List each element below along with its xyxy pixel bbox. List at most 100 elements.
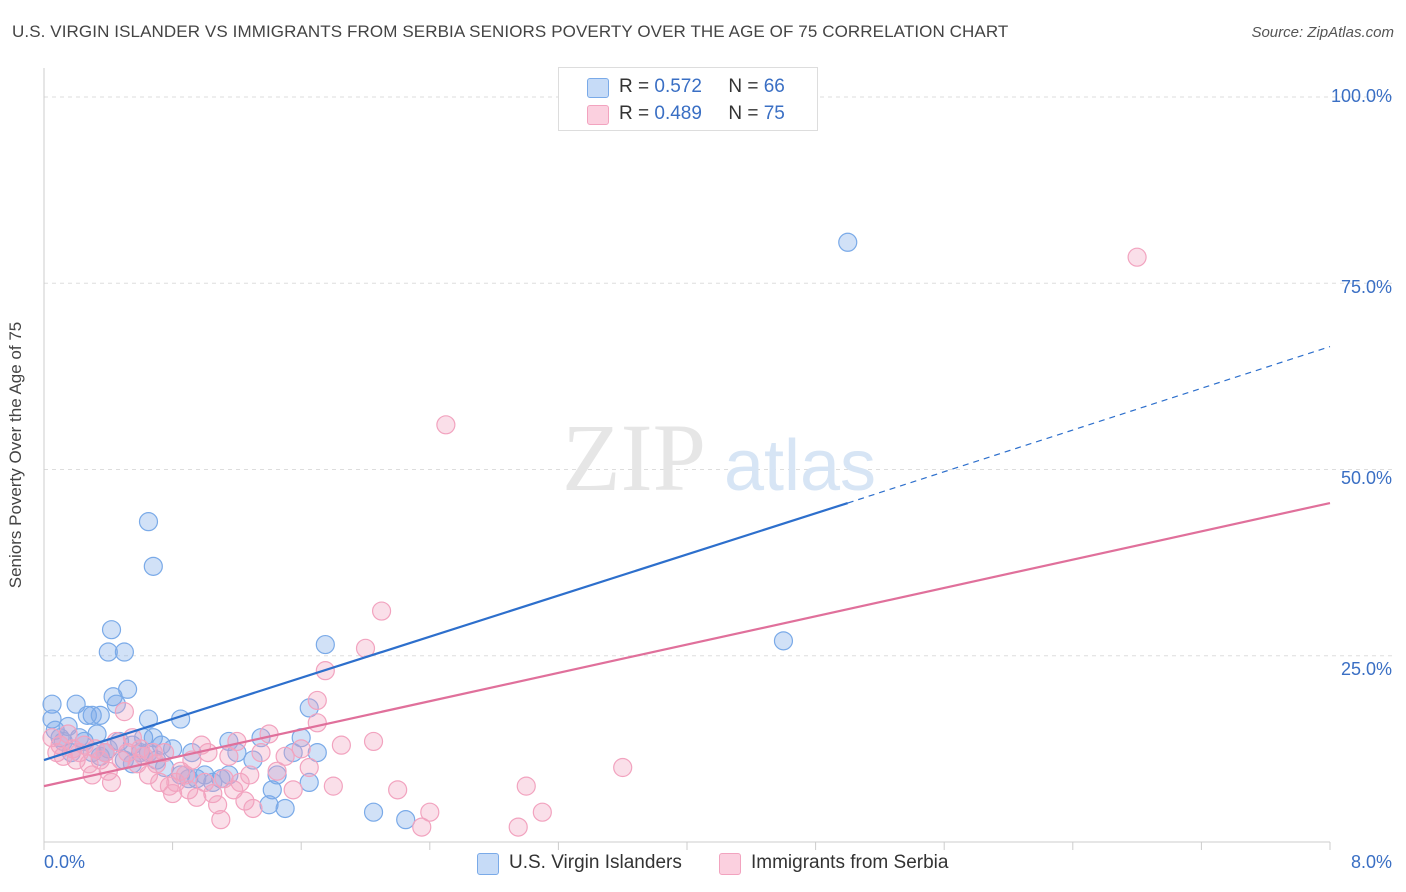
point-serbia <box>251 742 271 763</box>
point-serbia <box>283 780 303 800</box>
x-tick-min: 0.0% <box>44 852 86 872</box>
point-virgin-islanders <box>82 705 102 725</box>
point-serbia <box>436 415 456 435</box>
point-serbia <box>291 739 311 759</box>
n-value: 66 <box>763 76 785 97</box>
point-virgin-islanders <box>262 780 282 800</box>
data-points <box>42 232 1147 837</box>
point-serbia <box>203 783 223 804</box>
point-serbia <box>235 791 255 811</box>
point-virgin-islanders <box>259 795 279 815</box>
point-virgin-islanders <box>195 765 215 785</box>
point-serbia <box>211 810 231 830</box>
n-value: 75 <box>763 103 785 124</box>
point-virgin-islanders <box>98 642 118 662</box>
x-tick-max: 8.0% <box>1350 852 1392 872</box>
point-serbia <box>516 776 536 796</box>
legend-swatch-blue <box>477 853 499 875</box>
point-serbia <box>331 735 351 755</box>
point-virgin-islanders <box>143 556 163 576</box>
point-serbia <box>198 742 218 763</box>
point-serbia <box>299 757 319 778</box>
y-tick-50: 50.0% <box>1340 468 1392 488</box>
point-virgin-islanders <box>117 679 138 699</box>
point-serbia <box>307 713 327 733</box>
point-virgin-islanders <box>315 634 335 655</box>
y-tick-75: 75.0% <box>1340 277 1392 297</box>
legend-label: U.S. Virgin Islanders <box>509 852 682 873</box>
point-virgin-islanders <box>363 802 384 822</box>
point-serbia <box>163 783 183 804</box>
watermark-zip: ZIP <box>562 404 706 511</box>
point-serbia <box>412 817 432 837</box>
legend-swatch-pink <box>719 853 741 875</box>
point-serbia <box>150 772 170 793</box>
point-virgin-islanders <box>106 694 126 714</box>
point-virgin-islanders <box>90 705 110 725</box>
point-virgin-islanders <box>114 642 134 662</box>
point-serbia <box>195 772 215 793</box>
series-legend: U.S. Virgin Islanders Immigrants from Se… <box>0 852 1406 876</box>
point-serbia <box>58 724 78 744</box>
axes <box>43 68 1331 850</box>
trend-line-extension <box>847 346 1331 504</box>
point-serbia <box>138 765 159 785</box>
point-serbia <box>230 772 250 793</box>
trend-line-serbia <box>43 501 1331 788</box>
point-virgin-islanders <box>299 772 319 793</box>
correlation-legend: R = 0.572 N = 66 R = 0.489 N = 75 <box>558 67 818 131</box>
point-serbia <box>179 780 199 800</box>
point-virgin-islanders <box>275 798 295 819</box>
point-serbia <box>259 724 279 744</box>
trend-lines <box>43 346 1331 788</box>
point-serbia <box>388 780 408 800</box>
point-serbia <box>508 817 528 837</box>
source-label: Source: ZipAtlas.com <box>1251 24 1394 41</box>
r-label: R = <box>619 103 650 124</box>
point-serbia <box>371 601 392 621</box>
point-serbia <box>114 702 134 722</box>
point-virgin-islanders <box>179 769 199 789</box>
point-serbia <box>243 798 263 819</box>
point-virgin-islanders <box>42 709 62 729</box>
point-serbia <box>219 746 239 766</box>
point-virgin-islanders <box>299 698 319 718</box>
point-serbia <box>1127 247 1147 267</box>
point-virgin-islanders <box>307 742 327 763</box>
watermark-atlas: atlas <box>724 426 876 506</box>
point-serbia <box>240 765 260 785</box>
point-virgin-islanders <box>838 232 858 252</box>
point-virgin-islanders <box>138 512 159 532</box>
legend-swatch-blue <box>587 78 609 98</box>
point-serbia <box>267 761 287 781</box>
point-virgin-islanders <box>243 750 263 770</box>
legend-label: Immigrants from Serbia <box>751 852 949 873</box>
point-serbia <box>275 746 295 766</box>
point-serbia <box>187 787 207 807</box>
point-serbia <box>307 690 327 711</box>
watermark: ZIP atlas <box>562 404 876 511</box>
point-virgin-islanders <box>143 728 163 748</box>
point-serbia <box>363 731 384 752</box>
point-virgin-islanders <box>42 694 62 714</box>
r-label: R = <box>619 76 650 97</box>
y-tick-25: 25.0% <box>1340 659 1392 679</box>
grid-lines <box>44 96 1395 657</box>
point-virgin-islanders <box>773 631 794 651</box>
legend-swatch-pink <box>587 105 609 125</box>
point-serbia <box>101 772 122 793</box>
point-serbia <box>613 757 633 778</box>
point-serbia <box>208 795 228 815</box>
point-virgin-islanders <box>396 810 416 830</box>
r-value: 0.572 <box>654 76 702 97</box>
point-serbia <box>420 802 440 822</box>
trend-line-virgin-islanders <box>43 501 849 762</box>
n-label: N = <box>728 103 759 124</box>
n-label: N = <box>728 76 759 97</box>
point-serbia <box>532 802 552 822</box>
point-serbia <box>42 728 62 748</box>
chart-title: U.S. VIRGIN ISLANDER VS IMMIGRANTS FROM … <box>12 22 1009 41</box>
point-virgin-islanders <box>101 620 122 640</box>
r-value: 0.489 <box>654 103 702 124</box>
